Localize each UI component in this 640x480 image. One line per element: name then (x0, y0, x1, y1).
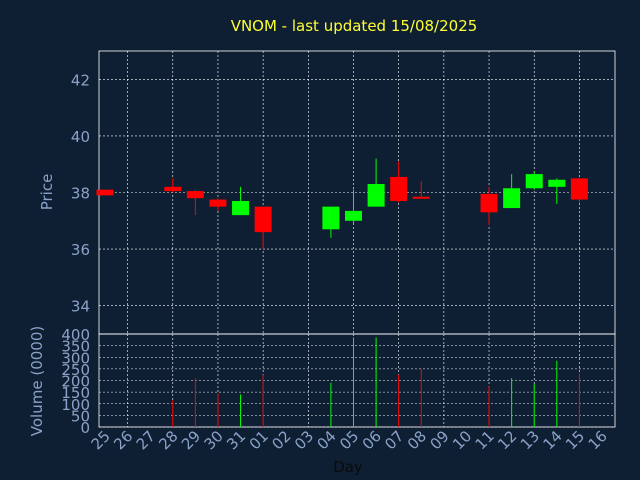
candle-body (232, 200, 250, 216)
chart-title: VNOM - last updated 15/08/2025 (231, 17, 478, 35)
candle-body (96, 189, 114, 196)
volume-tick-label: 250 (61, 361, 90, 379)
candle-body (480, 193, 498, 213)
candle-body (412, 196, 430, 199)
x-tick-label: 16 (585, 427, 611, 453)
volume-tick-label: 300 (61, 349, 90, 367)
volume-tick-label: 150 (61, 384, 90, 402)
candle-body (390, 176, 408, 201)
candle-body (345, 210, 362, 221)
price-tick-label: 34 (71, 298, 90, 316)
volume-tick-label: 0 (80, 419, 90, 437)
candle-body (548, 179, 566, 187)
candle-body (209, 199, 227, 207)
candle-body (367, 184, 385, 207)
price-axis-label: Price (38, 174, 56, 211)
candle-body (254, 206, 272, 233)
candle-body (503, 188, 521, 209)
price-tick-label: 40 (71, 128, 90, 146)
candle-body (322, 206, 340, 230)
volume-tick-label: 400 (61, 326, 90, 344)
price-tick-label: 36 (71, 241, 90, 259)
candle-body (525, 174, 543, 189)
volume-tick-label: 50 (71, 407, 90, 425)
volume-tick-label: 200 (61, 373, 90, 391)
volume-axis-label: Volume (0000) (28, 326, 46, 436)
candle-body (186, 191, 204, 199)
price-tick-label: 38 (71, 185, 90, 203)
price-panel: 34 36 38 40 42 (71, 50, 616, 335)
candle-body (164, 186, 182, 192)
x-axis: 2526272829303101020304050607080910111213… (88, 427, 611, 453)
price-tick-label: 42 (71, 71, 90, 89)
volume-tick-label: 350 (61, 338, 90, 356)
candle-body (570, 178, 588, 200)
volume-tick-label: 100 (61, 396, 90, 414)
x-axis-label: Day (333, 458, 363, 476)
